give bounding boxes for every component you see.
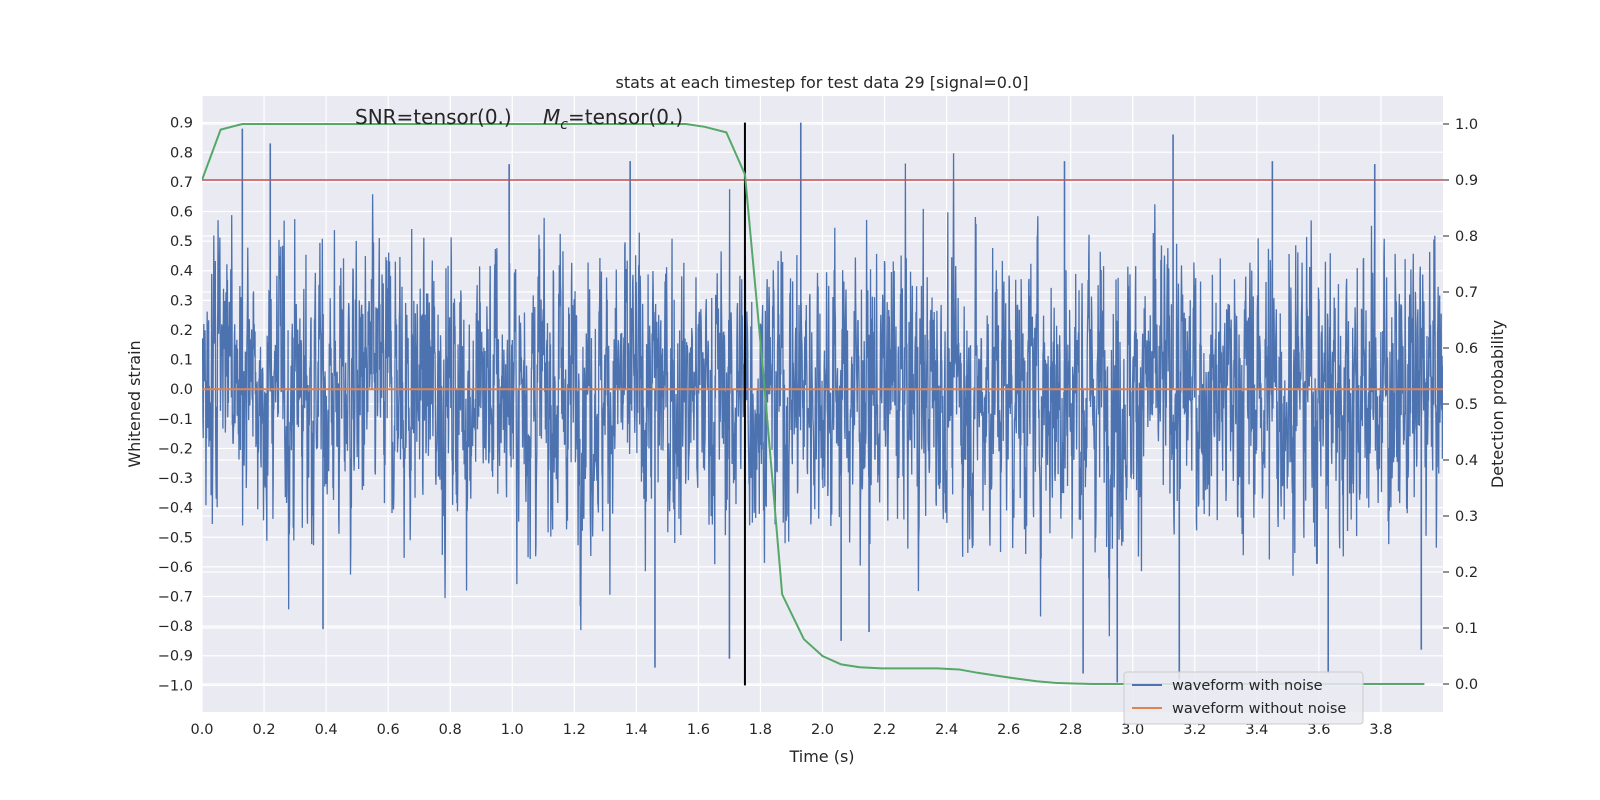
y-tick-label: 0.0: [170, 382, 193, 398]
x-tick-label: 3.6: [1307, 722, 1330, 738]
x-axis-label: Time (s): [788, 747, 854, 766]
ticks: 0.0 0.2 0.4 0.6 0.8 1.0 1.2 1.4 1.6 1.8 2.0 2.2 2.4 2…: [158, 116, 1478, 738]
y2-tick-label: 0.6: [1455, 341, 1478, 357]
annotation-snr: SNR=tensor(0.): [355, 105, 512, 129]
x-tick-label: 0.4: [315, 722, 338, 738]
x-tick-label: 2.2: [873, 722, 896, 738]
y-tick-label: 0.4: [170, 264, 193, 280]
y-tick-label: −0.3: [158, 471, 193, 487]
x-tick-label: 0.0: [190, 722, 213, 738]
y-tick-label: −0.9: [158, 649, 193, 665]
legend-label-clean: waveform without noise: [1172, 701, 1346, 717]
legend: waveform with noise waveform without noi…: [1123, 671, 1364, 725]
y-tick-label: 0.2: [170, 323, 193, 339]
x-tick-label: 2.0: [811, 722, 834, 738]
y-tick-label: −0.1: [158, 412, 193, 428]
x-tick-label: 0.6: [377, 722, 400, 738]
y2-tick-label: 0.4: [1455, 453, 1478, 469]
annotation-mc: Mc=tensor(0.): [543, 105, 683, 133]
y2-tick-label: 1.0: [1455, 117, 1478, 133]
y-tick-label: 0.8: [170, 145, 193, 161]
y2-axis-label: Detection probability: [1488, 320, 1507, 488]
series-detection-probability: [202, 123, 1425, 685]
x-tick-label: 1.6: [687, 722, 710, 738]
y2-tick-label: 0.7: [1455, 285, 1478, 301]
y2-tick-label: 0.2: [1455, 565, 1478, 581]
x-tick-label: 0.2: [253, 722, 276, 738]
x-tick-label: 3.8: [1369, 722, 1392, 738]
x-tick-label: 2.6: [997, 722, 1020, 738]
legend-label-noise: waveform with noise: [1172, 678, 1323, 694]
y-tick-label: −1.0: [158, 678, 193, 694]
annotation-mc-symbol: M: [543, 105, 560, 129]
y2-tick-label: 0.3: [1455, 509, 1478, 525]
series-waveform-with-noise: [202, 153, 1443, 637]
x-tick-label: 3.0: [1121, 722, 1144, 738]
y-tick-label: −0.2: [158, 441, 193, 457]
y-axis-label: Whitened strain: [125, 340, 144, 467]
x-tick-label: 1.8: [749, 722, 772, 738]
x-tick-label: 0.8: [439, 722, 462, 738]
y-tick-label: −0.5: [158, 530, 193, 546]
legend-box: [1123, 671, 1364, 725]
chart-title: stats at each timestep for test data 29 …: [616, 73, 1029, 92]
y2-tick-label: 0.0: [1455, 677, 1478, 693]
x-tick-label: 2.4: [935, 722, 958, 738]
annotation-mc-subscript: c: [560, 117, 568, 133]
annotation-mc-value: =tensor(0.): [568, 105, 683, 129]
x-tick-label: 3.4: [1245, 722, 1268, 738]
y-tick-label: 0.9: [170, 116, 193, 132]
y-tick-label: 0.1: [170, 353, 193, 369]
y-tick-label: −0.4: [158, 501, 193, 517]
x-tick-label: 1.0: [501, 722, 524, 738]
y-tick-label: 0.3: [170, 293, 193, 309]
y-tick-label: 0.5: [170, 234, 193, 250]
y-tick-label: 0.7: [170, 175, 193, 191]
y-tick-label: 0.6: [170, 205, 193, 221]
x-tick-label: 2.8: [1059, 722, 1082, 738]
y2-tick-label: 0.8: [1455, 229, 1478, 245]
y2-tick-label: 0.5: [1455, 397, 1478, 413]
x-tick-label: 3.2: [1183, 722, 1206, 738]
y2-tick-label: 0.9: [1455, 173, 1478, 189]
x-tick-label: 1.2: [563, 722, 586, 738]
y2-tick-label: 0.1: [1455, 621, 1478, 637]
y-tick-label: −0.6: [158, 560, 193, 576]
x-tick-label: 1.4: [625, 722, 648, 738]
y-tick-label: −0.8: [158, 619, 193, 635]
y-tick-label: −0.7: [158, 590, 193, 606]
series-layer: [202, 122, 1443, 686]
annotation: SNR=tensor(0.) Mc=tensor(0.): [355, 105, 683, 133]
